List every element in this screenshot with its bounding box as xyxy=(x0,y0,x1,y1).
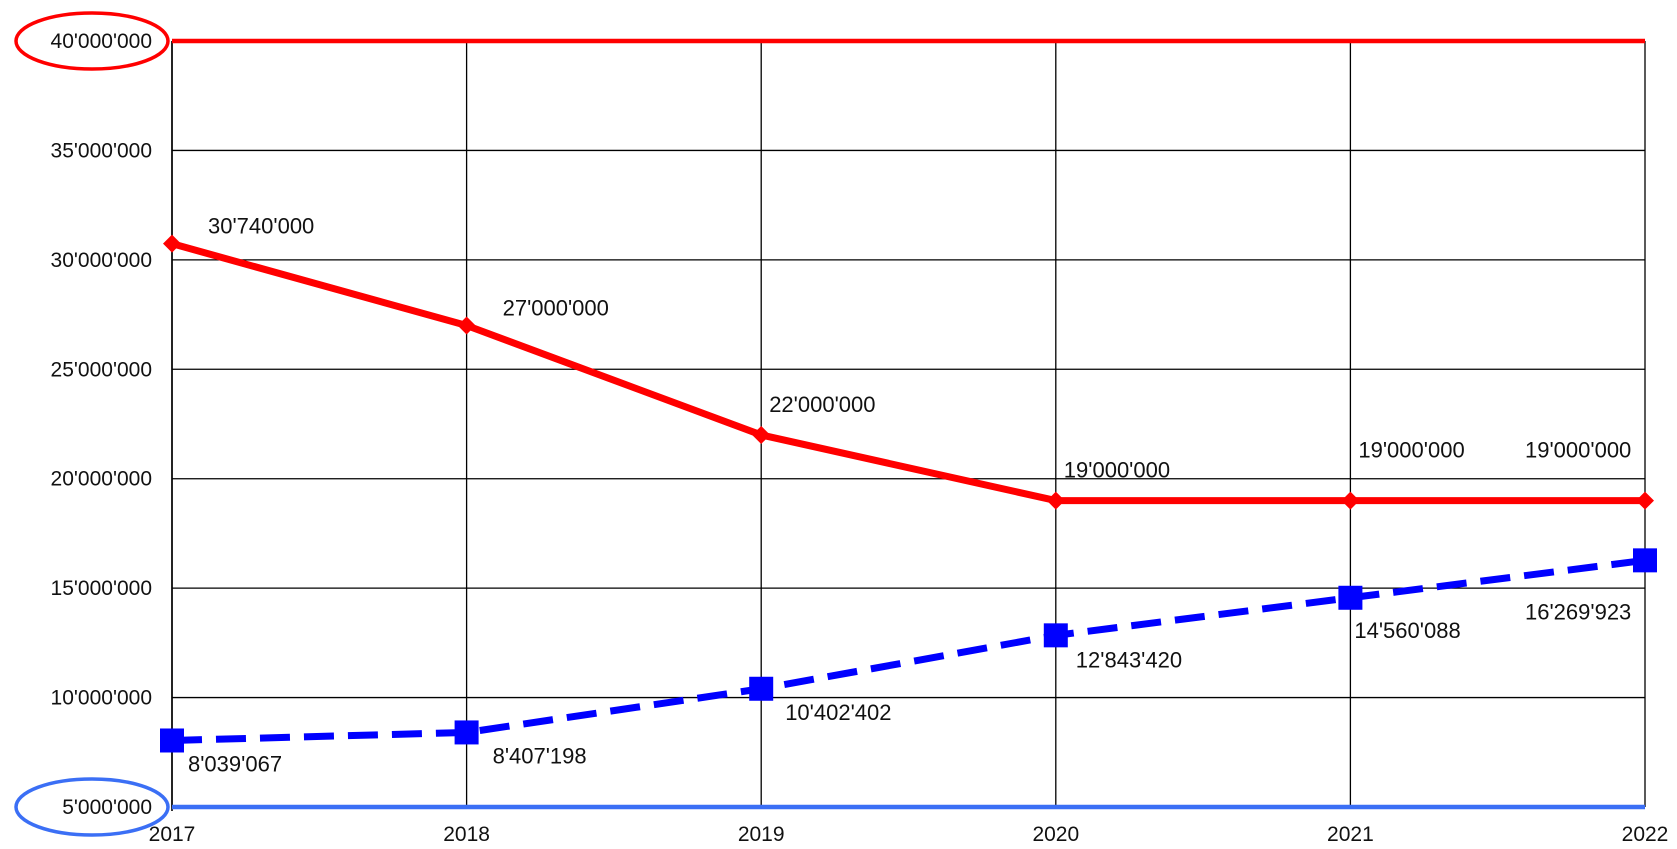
y-tick-label: 10'000'000 xyxy=(51,687,152,710)
data-label: 16'269'923 xyxy=(1525,599,1631,624)
x-tick-label: 2019 xyxy=(738,823,785,846)
series-line xyxy=(171,556,1646,744)
x-tick-label: 2017 xyxy=(149,823,196,846)
y-tick-label: 30'000'000 xyxy=(51,249,152,272)
y-tick-label: 5'000'000 xyxy=(62,796,152,819)
data-point-marker xyxy=(1043,623,1068,648)
y-tick-label: 25'000'000 xyxy=(51,358,152,381)
data-point-marker xyxy=(1633,548,1657,573)
data-label: 19'000'000 xyxy=(1358,438,1464,463)
series-1: 30'740'000 27'000'000 22'000'000 19'000'000… xyxy=(163,214,1654,510)
y-tick-label: 35'000'000 xyxy=(51,139,152,162)
highlight-circle xyxy=(14,777,170,837)
data-label: 27'000'000 xyxy=(503,296,609,321)
series-2: 8'039'067 8'407'198 10'402'402 12'843'420 14… xyxy=(160,548,1657,776)
data-point-marker xyxy=(1046,491,1065,510)
x-tick-label: 2021 xyxy=(1327,823,1374,846)
highlight-circle xyxy=(14,11,170,71)
data-point-marker xyxy=(752,425,771,444)
data-point-marker xyxy=(749,676,774,701)
data-label: 10'402'402 xyxy=(785,700,891,725)
data-label: 19'000'000 xyxy=(1064,458,1170,483)
data-point-marker xyxy=(457,316,476,335)
data-label: 8'407'198 xyxy=(493,743,587,768)
data-point-marker xyxy=(1636,491,1654,510)
data-point-marker xyxy=(160,728,184,753)
data-label: 8'039'067 xyxy=(188,751,282,776)
data-point-marker xyxy=(163,234,181,253)
data-label: 12'843'420 xyxy=(1076,647,1182,672)
grid xyxy=(171,40,1646,811)
data-point-marker xyxy=(454,720,479,745)
x-tick-label: 2020 xyxy=(1032,823,1079,846)
data-label: 14'560'088 xyxy=(1354,618,1460,643)
y-tick-label: 15'000'000 xyxy=(51,577,152,600)
x-tick-label: 2018 xyxy=(443,823,490,846)
data-label: 22'000'000 xyxy=(769,392,875,417)
data-label: 19'000'000 xyxy=(1525,438,1631,463)
data-point-marker xyxy=(1341,491,1360,510)
y-tick-label: 40'000'000 xyxy=(51,30,152,53)
x-tick-label: 2022 xyxy=(1622,823,1669,846)
data-label: 30'740'000 xyxy=(208,214,314,239)
y-tick-label: 20'000'000 xyxy=(51,468,152,491)
data-point-marker xyxy=(1338,585,1363,610)
series-line xyxy=(171,240,1645,505)
